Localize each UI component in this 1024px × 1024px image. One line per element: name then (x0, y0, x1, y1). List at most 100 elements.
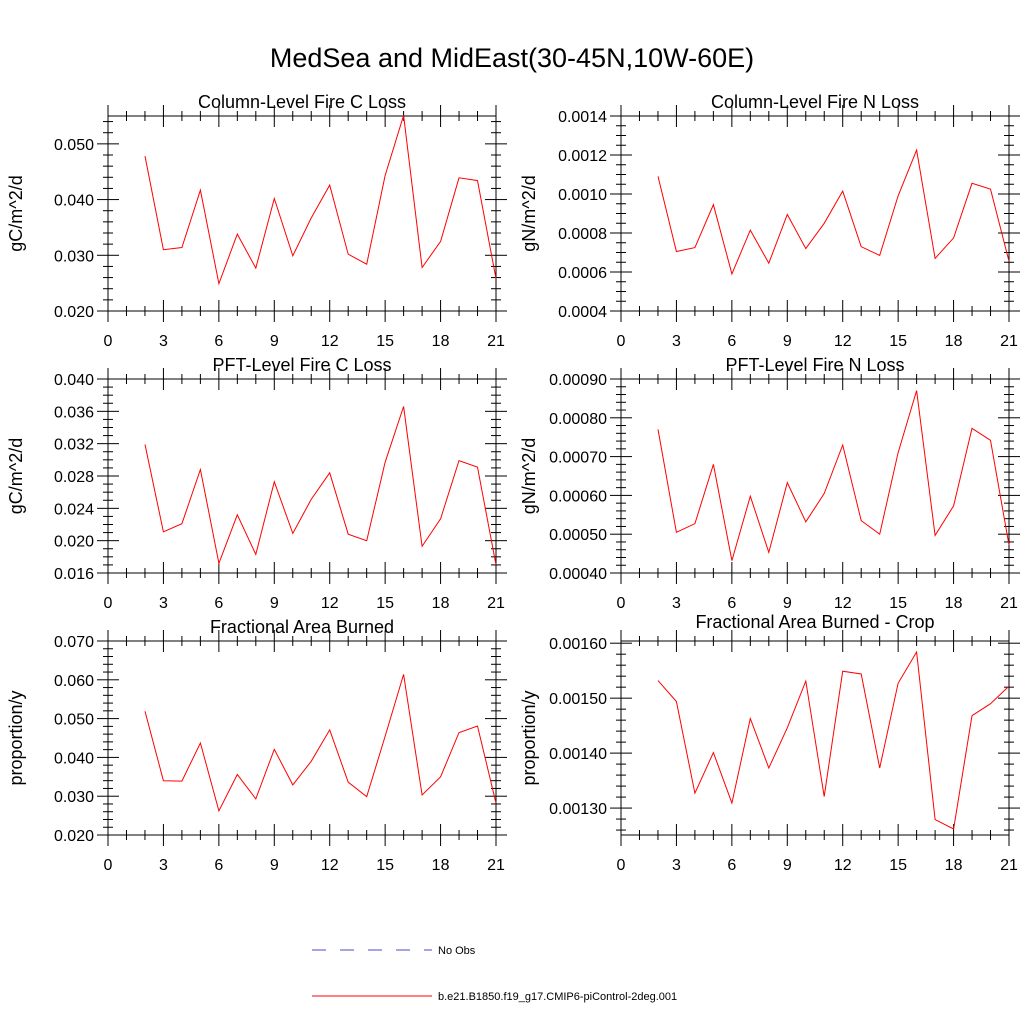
y-axis-label: gC/m^2/d (6, 175, 26, 251)
x-tick-label: 21 (1000, 595, 1018, 612)
y-tick-label: 0.00150 (549, 691, 607, 708)
x-tick-label: 12 (834, 857, 852, 874)
x-tick-label: 18 (432, 595, 450, 612)
y-tick-label: 0.0004 (558, 304, 607, 321)
x-tick-label: 3 (159, 595, 168, 612)
y-axis-label: gC/m^2/d (6, 438, 26, 514)
panels-group: Column-Level Fire C Loss gC/m^2/d 0 3 6 9 12 15… (6, 92, 1020, 874)
plot-frame (620, 115, 1010, 312)
x-tick-label: 12 (321, 595, 339, 612)
x-tick-label: 21 (1000, 333, 1018, 350)
plot-frame (107, 378, 497, 574)
x-tick-label: 12 (321, 333, 339, 350)
y-tick-label: 0.020 (54, 828, 94, 845)
x-tick-label: 0 (104, 333, 113, 350)
y-tick-label: 0.00160 (549, 636, 607, 653)
panel-title: PFT-Level Fire C Loss (212, 355, 391, 375)
x-tick-label: 0 (104, 857, 113, 874)
x-tick-label: 18 (945, 595, 963, 612)
y-tick-label: 0.0012 (558, 148, 607, 165)
x-tick-label: 15 (889, 333, 907, 350)
x-tick-label: 6 (214, 857, 223, 874)
figure-title: MedSea and MidEast(30-45N,10W-60E) (270, 43, 754, 73)
x-tick-label: 6 (727, 333, 736, 350)
x-tick-label: 6 (214, 333, 223, 350)
y-tick-label: 0.0008 (558, 226, 607, 243)
x-tick-label: 18 (945, 333, 963, 350)
x-tick-label: 6 (214, 595, 223, 612)
panel-title: Fractional Area Burned - Crop (695, 612, 934, 632)
panel-fractional-area-burned: Fractional Area Burned proportion/y 0 3 6 9 12… (6, 617, 507, 874)
x-tick-label: 6 (727, 595, 736, 612)
x-tick-label: 6 (727, 857, 736, 874)
x-tick-label: 0 (617, 857, 626, 874)
y-tick-label: 0.070 (54, 634, 94, 651)
y-tick-label: 0.040 (54, 372, 94, 389)
x-tick-label: 9 (783, 333, 792, 350)
x-tick-label: 12 (321, 857, 339, 874)
y-tick-label: 0.020 (54, 304, 94, 321)
x-tick-label: 0 (617, 333, 626, 350)
series-line-b-e21-b1850-f19-g17-cmip6-picontrol-2deg-001 (144, 115, 497, 286)
panel-title: Fractional Area Burned (210, 617, 394, 637)
panel-pft-level-fire-n-loss: PFT-Level Fire N Loss gN/m^2/d 0 3 6 9 12 15 18 2… (519, 355, 1020, 612)
legend: No Obs b.e21.B1850.f19_g17.CMIP6-piContr… (312, 945, 677, 1003)
y-tick-label: 0.028 (54, 469, 94, 486)
y-tick-label: 0.00070 (549, 450, 607, 467)
panel-title: Column-Level Fire N Loss (711, 92, 919, 112)
x-tick-label: 21 (1000, 857, 1018, 874)
x-tick-label: 12 (834, 333, 852, 350)
y-tick-label: 0.00050 (549, 527, 607, 544)
y-tick-label: 0.024 (54, 501, 94, 518)
y-tick-label: 0.00080 (549, 411, 607, 428)
plot-frame (620, 378, 1010, 574)
y-tick-label: 0.00090 (549, 372, 607, 389)
y-tick-label: 0.00130 (549, 801, 607, 818)
y-tick-label: 0.00060 (549, 488, 607, 505)
series-line-b-e21-b1850-f19-g17-cmip6-picontrol-2deg-001 (657, 390, 1010, 561)
y-tick-label: 0.016 (54, 566, 94, 583)
y-axis-label: gN/m^2/d (519, 175, 539, 251)
y-tick-label: 0.00040 (549, 566, 607, 583)
x-tick-label: 15 (889, 857, 907, 874)
y-axis-label: proportion/y (519, 690, 539, 785)
panel-title: Column-Level Fire C Loss (198, 92, 406, 112)
x-tick-label: 3 (159, 333, 168, 350)
y-tick-label: 0.0010 (558, 187, 607, 204)
plot-frame (107, 640, 497, 836)
y-axis-label: proportion/y (6, 690, 26, 785)
panel-fractional-area-burned-crop: Fractional Area Burned - Crop proportion/… (519, 612, 1020, 874)
x-tick-label: 9 (783, 857, 792, 874)
y-tick-label: 0.040 (54, 193, 94, 210)
series-line-b-e21-b1850-f19-g17-cmip6-picontrol-2deg-001 (144, 406, 497, 566)
series-line-b-e21-b1850-f19-g17-cmip6-picontrol-2deg-001 (144, 674, 497, 813)
x-tick-label: 15 (889, 595, 907, 612)
y-tick-label: 0.030 (54, 248, 94, 265)
series-line-b-e21-b1850-f19-g17-cmip6-picontrol-2deg-001 (657, 148, 1010, 276)
legend-label-no-obs: No Obs (438, 945, 476, 957)
y-tick-label: 0.00140 (549, 746, 607, 763)
x-tick-label: 9 (270, 333, 279, 350)
x-tick-label: 0 (617, 595, 626, 612)
y-tick-label: 0.032 (54, 437, 94, 454)
y-tick-label: 0.0014 (558, 109, 607, 126)
x-tick-label: 3 (672, 857, 681, 874)
y-tick-label: 0.060 (54, 673, 94, 690)
y-tick-label: 0.0006 (558, 265, 607, 282)
x-tick-label: 9 (783, 595, 792, 612)
y-tick-label: 0.030 (54, 789, 94, 806)
y-tick-label: 0.036 (54, 404, 94, 421)
series-line-b-e21-b1850-f19-g17-cmip6-picontrol-2deg-001 (657, 650, 1010, 830)
x-tick-label: 15 (376, 333, 394, 350)
panel-column-level-fire-n-loss: Column-Level Fire N Loss gN/m^2/d 0 3 6 9 12 15… (519, 92, 1020, 350)
x-tick-label: 12 (834, 595, 852, 612)
x-tick-label: 21 (487, 333, 505, 350)
x-tick-label: 0 (104, 595, 113, 612)
plot-frame (620, 640, 1010, 836)
x-tick-label: 15 (376, 857, 394, 874)
y-tick-label: 0.040 (54, 750, 94, 767)
plot-frame (107, 115, 497, 312)
y-tick-label: 0.050 (54, 137, 94, 154)
x-tick-label: 21 (487, 857, 505, 874)
x-tick-label: 9 (270, 857, 279, 874)
